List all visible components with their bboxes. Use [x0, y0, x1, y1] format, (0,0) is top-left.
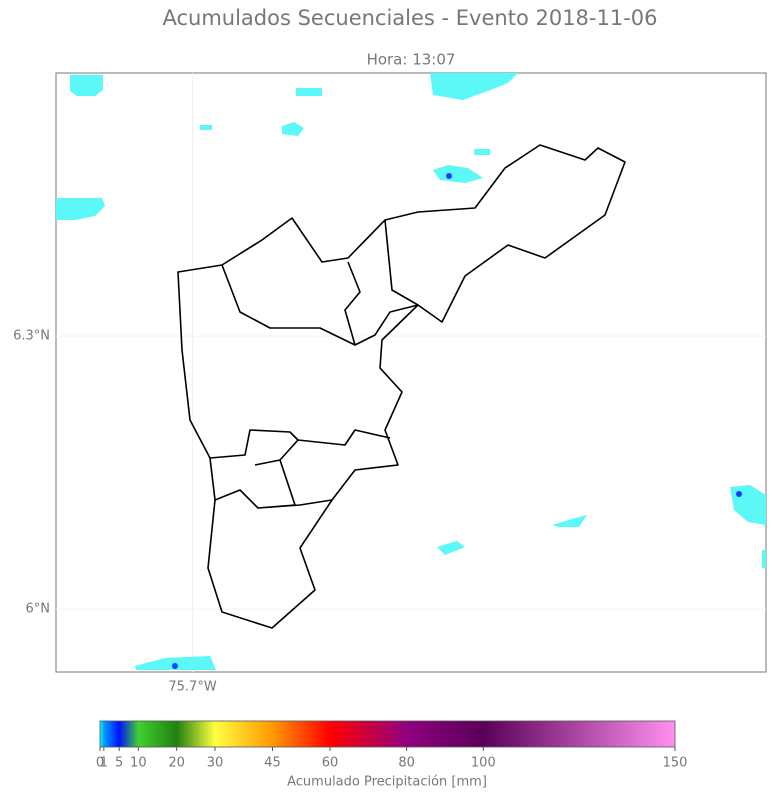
rain-area [56, 198, 105, 220]
colorbar-tick-label: 60 [322, 756, 339, 771]
colorbar-tick-label: 20 [168, 756, 185, 771]
rain-area [437, 515, 587, 555]
chart-subtitle: Hora: 13:07 [367, 51, 456, 69]
rain-area [433, 165, 483, 183]
colorbar-tick-label: 100 [471, 756, 496, 771]
x-tick-label: 75.7°W [168, 680, 216, 695]
rain-area [135, 656, 216, 670]
colorbar-tick-label: 80 [398, 756, 415, 771]
rain-area [730, 485, 766, 568]
colorbar-tick-label: 150 [663, 756, 688, 771]
basin [209, 429, 391, 509]
rain-core [446, 173, 452, 179]
colorbar-tick-label: 10 [130, 756, 147, 771]
chart-title: Acumulados Secuenciales - Evento 2018-11… [162, 6, 657, 30]
grid [56, 73, 766, 672]
rain-core [736, 491, 742, 497]
colorbar-tick-label: 5 [115, 756, 123, 771]
basin-outlines [177, 144, 626, 629]
colorbar [99, 720, 676, 748]
rain-areas [56, 73, 766, 670]
y-tick-label: 6°N [26, 602, 51, 617]
colorbar-tick-label: 30 [207, 756, 224, 771]
rain-area [430, 73, 518, 100]
colorbar-tick-label: 0 [96, 756, 104, 771]
colorbar-label: Acumulado Precipitación [mm] [287, 775, 487, 790]
y-tick-label: 6.3°N [13, 329, 50, 344]
colorbar-tick-label: 45 [264, 756, 281, 771]
axis-ticks: 6°N 6.3°N 75.7°W 01 5 10 20 30 45 60 80 100 150 [13, 329, 687, 771]
basin [221, 219, 419, 346]
rain-area [70, 75, 103, 96]
rain-core [172, 663, 178, 669]
colorbar-tick-label: 1 [100, 756, 108, 771]
map-frame [55, 72, 767, 673]
